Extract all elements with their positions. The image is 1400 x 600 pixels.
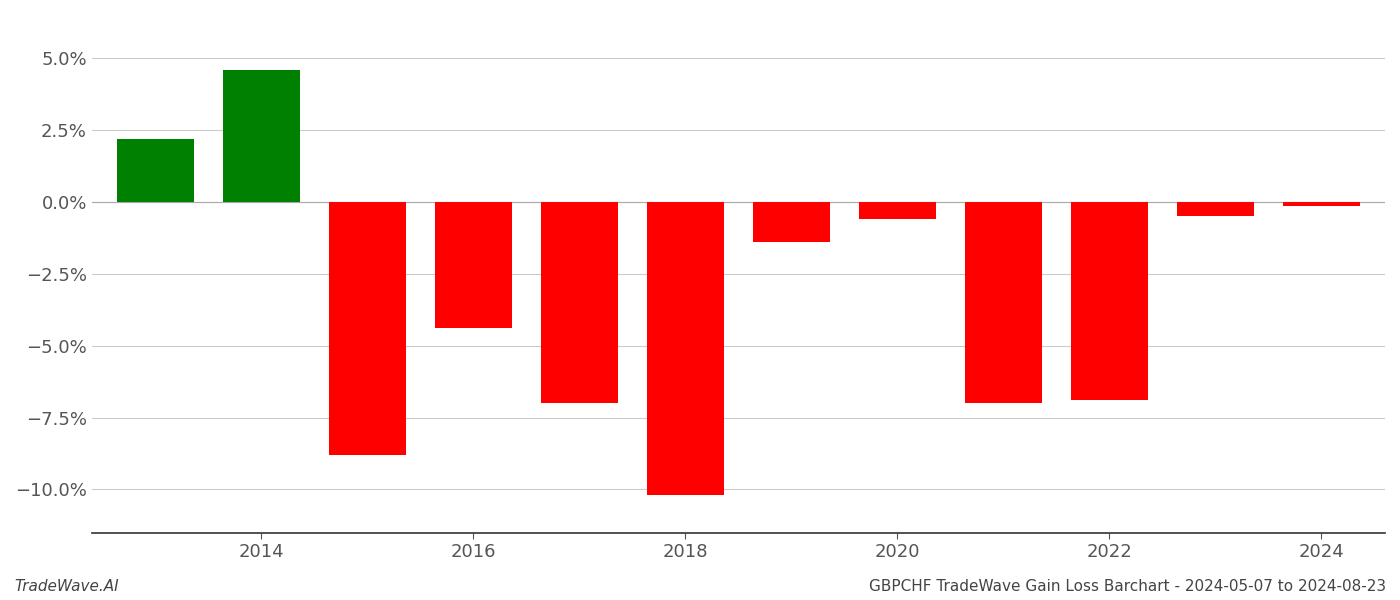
Bar	[223, 70, 300, 202]
Bar	[542, 202, 617, 403]
Text: TradeWave.AI: TradeWave.AI	[14, 579, 119, 594]
Bar	[1284, 202, 1359, 206]
Bar	[1071, 202, 1148, 400]
Bar	[435, 202, 511, 328]
Bar	[1177, 202, 1253, 216]
Text: GBPCHF TradeWave Gain Loss Barchart - 2024-05-07 to 2024-08-23: GBPCHF TradeWave Gain Loss Barchart - 20…	[869, 579, 1386, 594]
Bar	[647, 202, 724, 495]
Bar	[329, 202, 406, 455]
Bar	[860, 202, 935, 219]
Bar	[753, 202, 830, 242]
Bar	[965, 202, 1042, 403]
Bar	[118, 139, 193, 202]
